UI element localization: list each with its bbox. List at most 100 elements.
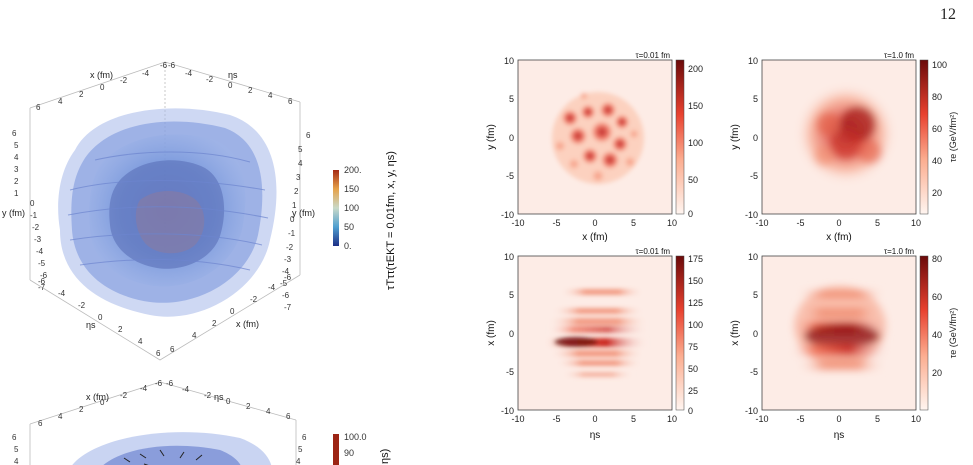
- colorbar-ticks: 200 150 100 50 0: [688, 64, 703, 219]
- svg-text:0: 0: [290, 215, 295, 224]
- svg-text:-4: -4: [142, 69, 150, 78]
- svg-text:6: 6: [288, 97, 293, 106]
- svg-text:-10: -10: [755, 218, 768, 228]
- heatmap-panel-1: τ=0.01 fm -10 -5 0 5 10 10 5 0 -5 -10 x …: [486, 52, 703, 243]
- volume-render-3d-bottom: 6 4 2 0 -2 -4 -6 x (fm) -6 -4 -2 0 2 4 6…: [12, 379, 391, 465]
- svg-text:0: 0: [98, 313, 103, 322]
- svg-text:125: 125: [688, 298, 703, 308]
- axis-label-y-left: y (fm): [2, 208, 25, 218]
- tick-labels-top-eta-bottom: -6 -4 -2 0 2 4 6: [166, 379, 291, 421]
- x-axis-label: x (fm): [826, 232, 852, 243]
- svg-text:1: 1: [14, 189, 19, 198]
- colorbar-3d-bottom-label: ηs): [379, 449, 391, 464]
- svg-text:100: 100: [932, 60, 947, 70]
- svg-text:4: 4: [268, 91, 273, 100]
- svg-text:-10: -10: [755, 414, 768, 424]
- svg-text:10: 10: [504, 56, 514, 66]
- y-axis-label: y (fm): [730, 124, 741, 150]
- colorbar-3d-top-label: τTττ(τEKT = 0.01fm, x, y, ηs): [385, 151, 397, 290]
- svg-text:-6: -6: [40, 271, 48, 280]
- flow-arrows: [123, 449, 203, 465]
- svg-text:5: 5: [509, 290, 514, 300]
- svg-text:4: 4: [58, 97, 63, 106]
- y-ticks: 10 5 0 -5 -10: [501, 56, 514, 220]
- svg-text:40: 40: [932, 156, 942, 166]
- svg-text:6: 6: [306, 131, 311, 140]
- svg-text:20: 20: [932, 368, 942, 378]
- y-axis-label: x (fm): [486, 320, 497, 346]
- svg-text:-3: -3: [284, 255, 292, 264]
- svg-text:0: 0: [100, 398, 105, 407]
- svg-text:3: 3: [296, 173, 301, 182]
- tick-labels-top-eta: -6 -4 -2 0 2 4 6: [168, 61, 293, 106]
- svg-text:-6: -6: [160, 61, 168, 70]
- svg-text:-4: -4: [282, 267, 290, 276]
- svg-text:-1: -1: [288, 229, 296, 238]
- svg-text:-6: -6: [155, 379, 163, 388]
- x-ticks: -10 -5 0 5 10: [511, 414, 677, 424]
- svg-text:0: 0: [836, 414, 841, 424]
- y-axis-label: x (fm): [730, 320, 741, 346]
- y-axis-label: y (fm): [486, 124, 497, 150]
- axis-label-x-top-bottom: x (fm): [86, 392, 109, 402]
- panel-title: τ=1.0 fm: [884, 247, 914, 256]
- svg-text:5: 5: [298, 445, 303, 454]
- heatmap-panel-2: τ=1.0 fm -10 -5 0 5 10 10 5 0 -5 -10 x (…: [730, 52, 958, 243]
- svg-text:4: 4: [298, 159, 303, 168]
- x-ticks: -10 -5 0 5 10: [511, 218, 677, 228]
- colorbar: [675, 255, 685, 411]
- svg-text:-6: -6: [282, 291, 290, 300]
- svg-text:10: 10: [911, 414, 921, 424]
- x-axis-label: ηs: [590, 430, 601, 441]
- svg-text:0: 0: [509, 133, 514, 143]
- svg-text:100: 100: [688, 138, 703, 148]
- svg-text:80: 80: [932, 92, 942, 102]
- y-ticks: 10 5 0 -5 -10: [745, 56, 758, 220]
- svg-text:-5: -5: [552, 218, 560, 228]
- svg-text:40: 40: [932, 330, 942, 340]
- svg-text:-7: -7: [284, 303, 292, 312]
- y-ticks: 10 5 0 -5 -10: [501, 252, 514, 416]
- colorbar-3d-bottom: [333, 434, 339, 465]
- svg-text:150: 150: [344, 184, 359, 194]
- svg-text:6: 6: [12, 129, 17, 138]
- svg-text:175: 175: [688, 254, 703, 264]
- y-ticks: 10 5 0 -5 -10: [745, 252, 758, 416]
- svg-text:-4: -4: [182, 385, 190, 394]
- svg-text:-5: -5: [38, 259, 46, 268]
- svg-text:10: 10: [911, 218, 921, 228]
- svg-text:2: 2: [14, 177, 19, 186]
- svg-text:5: 5: [753, 94, 758, 104]
- svg-text:5: 5: [875, 218, 880, 228]
- volume-render-3d-top: 6 4 2 0 -2 -4 -6 x (fm) -6 -4 -2 0 2 4 6…: [2, 61, 397, 361]
- svg-text:50: 50: [344, 222, 354, 232]
- svg-text:10: 10: [748, 56, 758, 66]
- page-number: 12: [940, 6, 956, 23]
- svg-text:0: 0: [753, 329, 758, 339]
- svg-text:-2: -2: [120, 391, 128, 400]
- svg-text:10: 10: [748, 252, 758, 262]
- x-ticks: -10 -5 0 5 10: [755, 414, 921, 424]
- svg-text:-10: -10: [511, 218, 524, 228]
- svg-text:150: 150: [688, 101, 703, 111]
- axis-label-y-right: y (fm): [292, 208, 315, 218]
- svg-text:6: 6: [170, 345, 175, 354]
- svg-text:-2: -2: [120, 76, 128, 85]
- colorbar-3d-bottom-tick: 100.0: [344, 432, 367, 442]
- svg-text:-6: -6: [168, 61, 176, 70]
- svg-text:0: 0: [100, 83, 105, 92]
- tick-labels-right-bottom: 6 5 4: [296, 433, 307, 465]
- svg-text:0: 0: [592, 218, 597, 228]
- svg-text:200.: 200.: [344, 165, 362, 175]
- svg-text:5: 5: [298, 145, 303, 154]
- svg-text:0: 0: [509, 329, 514, 339]
- svg-text:-3: -3: [34, 235, 42, 244]
- svg-text:60: 60: [932, 292, 942, 302]
- svg-text:4: 4: [192, 331, 197, 340]
- svg-text:-5: -5: [280, 279, 288, 288]
- svg-text:100: 100: [344, 203, 359, 213]
- panel-title: τ=0.01 fm: [635, 247, 670, 256]
- svg-text:4: 4: [14, 457, 19, 465]
- svg-text:0: 0: [228, 81, 233, 90]
- svg-text:-2: -2: [286, 243, 294, 252]
